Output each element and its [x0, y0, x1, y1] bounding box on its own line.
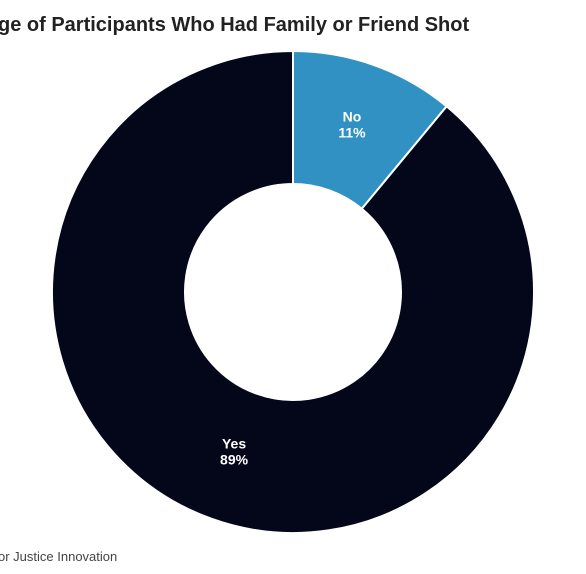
slice-category-label: Yes: [222, 436, 246, 452]
source: or Justice Innovation: [0, 549, 117, 564]
slices: [51, 49, 535, 534]
chart-title: ge of Participants Who Had Family or Fri…: [0, 14, 469, 36]
slice: [51, 49, 535, 534]
slice-category-label: No: [343, 108, 362, 124]
slice-value-label: 89%: [220, 452, 249, 468]
slice-value-label: 11%: [338, 124, 366, 140]
